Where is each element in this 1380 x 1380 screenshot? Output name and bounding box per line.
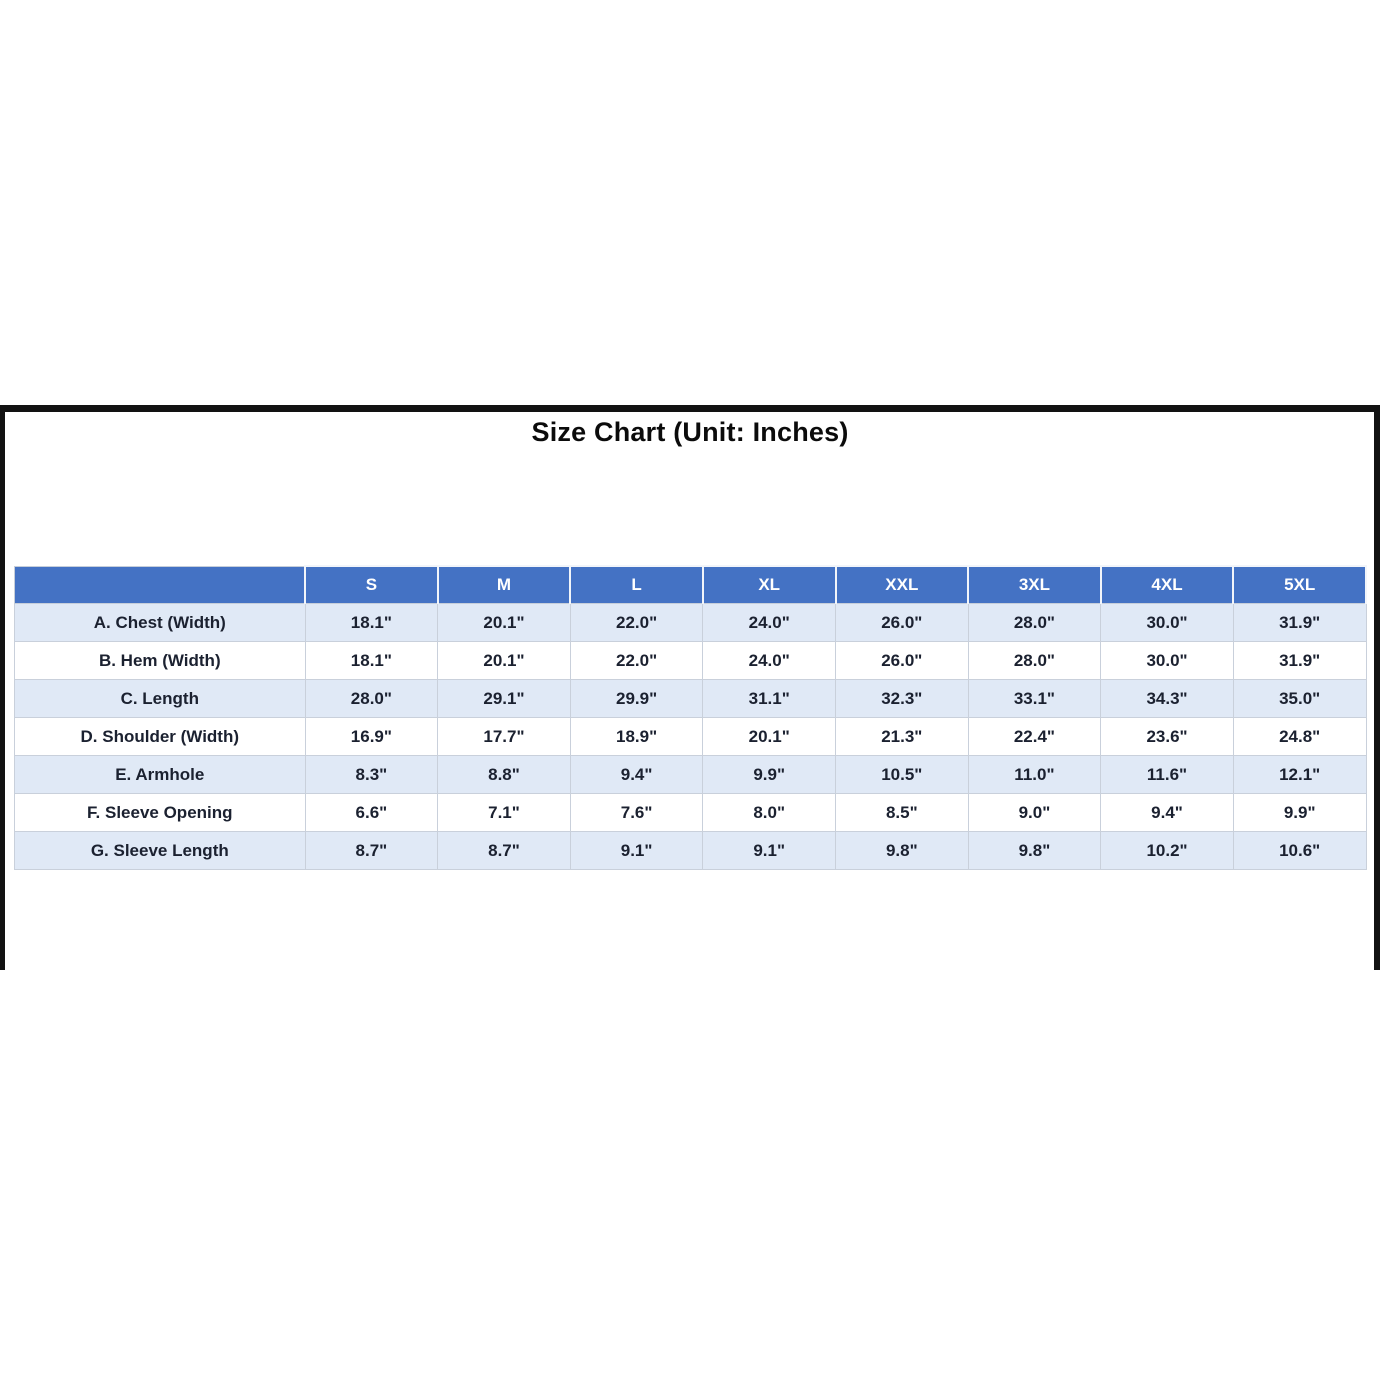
column-header-l: L	[569, 565, 704, 604]
row-label: F. Sleeve Opening	[14, 793, 306, 832]
size-value-cell: 31.1"	[702, 679, 836, 718]
column-header-m: M	[436, 565, 572, 604]
size-value-cell: 24.0"	[702, 641, 836, 680]
column-header-xl: XL	[701, 565, 837, 604]
size-value-cell: 24.0"	[702, 603, 836, 642]
row-label: B. Hem (Width)	[14, 641, 306, 680]
column-header-3xl: 3XL	[967, 565, 1102, 604]
size-value-cell: 7.1"	[437, 793, 571, 832]
size-value-cell: 8.7"	[437, 831, 571, 870]
size-value-cell: 28.0"	[967, 603, 1102, 642]
size-value-cell: 20.1"	[702, 717, 836, 756]
size-value-cell: 11.6"	[1100, 755, 1234, 794]
column-header-5xl: 5XL	[1232, 565, 1367, 604]
size-table-container: S M L XL XXL 3XL 4XL 5XL A. Chest (Width…	[14, 565, 1367, 870]
row-label: C. Length	[14, 679, 306, 718]
size-value-cell: 17.7"	[437, 717, 571, 756]
size-value-cell: 18.1"	[304, 641, 439, 680]
size-value-cell: 26.0"	[835, 603, 969, 642]
size-value-cell: 20.1"	[437, 641, 571, 680]
size-value-cell: 33.1"	[967, 679, 1102, 718]
size-value-cell: 8.7"	[304, 831, 439, 870]
size-value-cell: 9.1"	[569, 831, 704, 870]
size-value-cell: 22.0"	[569, 603, 704, 642]
size-value-cell: 9.9"	[702, 755, 836, 794]
table-row-armhole: E. Armhole 8.3" 8.8" 9.4" 9.9" 10.5" 11.…	[14, 755, 1367, 794]
size-value-cell: 32.3"	[835, 679, 969, 718]
table-row-sleeve-opening: F. Sleeve Opening 6.6" 7.1" 7.6" 8.0" 8.…	[14, 793, 1367, 832]
table-row-hem: B. Hem (Width) 18.1" 20.1" 22.0" 24.0" 2…	[14, 641, 1367, 680]
size-value-cell: 8.3"	[304, 755, 439, 794]
size-value-cell: 28.0"	[304, 679, 439, 718]
table-row-sleeve-length: G. Sleeve Length 8.7" 8.7" 9.1" 9.1" 9.8…	[14, 831, 1367, 870]
size-value-cell: 8.8"	[437, 755, 571, 794]
size-value-cell: 16.9"	[304, 717, 439, 756]
size-value-cell: 10.6"	[1232, 831, 1367, 870]
size-value-cell: 9.8"	[967, 831, 1102, 870]
size-value-cell: 22.0"	[569, 641, 704, 680]
size-value-cell: 21.3"	[835, 717, 969, 756]
size-value-cell: 26.0"	[835, 641, 969, 680]
size-value-cell: 12.1"	[1232, 755, 1367, 794]
size-table-header-row: S M L XL XXL 3XL 4XL 5XL	[14, 565, 1367, 604]
table-row-shoulder: D. Shoulder (Width) 16.9" 17.7" 18.9" 20…	[14, 717, 1367, 756]
size-value-cell: 30.0"	[1100, 603, 1234, 642]
size-value-cell: 31.9"	[1232, 603, 1367, 642]
size-value-cell: 8.0"	[702, 793, 836, 832]
size-value-cell: 31.9"	[1232, 641, 1367, 680]
column-header-xxl: XXL	[834, 565, 970, 604]
column-header-s: S	[304, 565, 439, 604]
size-value-cell: 10.2"	[1100, 831, 1234, 870]
size-value-cell: 20.1"	[437, 603, 571, 642]
size-value-cell: 24.8"	[1232, 717, 1367, 756]
size-value-cell: 18.1"	[304, 603, 439, 642]
size-value-cell: 9.9"	[1232, 793, 1367, 832]
size-value-cell: 10.5"	[835, 755, 969, 794]
row-label: A. Chest (Width)	[14, 603, 306, 642]
size-value-cell: 30.0"	[1100, 641, 1234, 680]
size-value-cell: 7.6"	[569, 793, 704, 832]
size-value-cell: 8.5"	[835, 793, 969, 832]
size-value-cell: 9.8"	[835, 831, 969, 870]
row-label: G. Sleeve Length	[14, 831, 306, 870]
size-value-cell: 9.4"	[1100, 793, 1234, 832]
size-table: S M L XL XXL 3XL 4XL 5XL A. Chest (Width…	[14, 565, 1367, 870]
table-row-chest: A. Chest (Width) 18.1" 20.1" 22.0" 24.0"…	[14, 603, 1367, 642]
size-value-cell: 22.4"	[967, 717, 1102, 756]
size-value-cell: 34.3"	[1100, 679, 1234, 718]
row-label: E. Armhole	[14, 755, 306, 794]
size-value-cell: 18.9"	[569, 717, 704, 756]
size-value-cell: 9.0"	[967, 793, 1102, 832]
column-header-4xl: 4XL	[1099, 565, 1235, 604]
size-value-cell: 28.0"	[967, 641, 1102, 680]
size-chart-frame	[0, 405, 1380, 970]
table-row-length: C. Length 28.0" 29.1" 29.9" 31.1" 32.3" …	[14, 679, 1367, 718]
size-value-cell: 29.1"	[437, 679, 571, 718]
size-value-cell: 29.9"	[569, 679, 704, 718]
size-value-cell: 11.0"	[967, 755, 1102, 794]
size-value-cell: 9.1"	[702, 831, 836, 870]
size-value-cell: 35.0"	[1232, 679, 1367, 718]
size-value-cell: 23.6"	[1100, 717, 1234, 756]
page-title: Size Chart (Unit: Inches)	[531, 417, 849, 447]
row-label: D. Shoulder (Width)	[14, 717, 306, 756]
corner-header-cell	[14, 565, 307, 604]
size-value-cell: 9.4"	[569, 755, 704, 794]
size-value-cell: 6.6"	[304, 793, 439, 832]
